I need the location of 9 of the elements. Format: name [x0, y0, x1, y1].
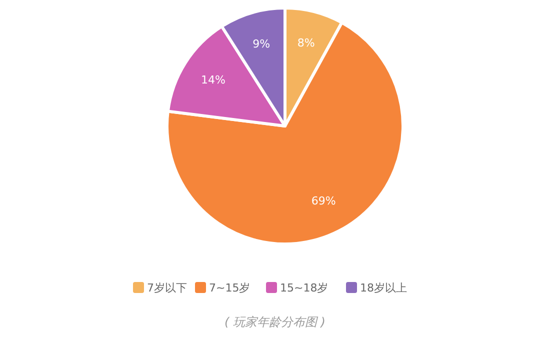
- text: ( 玩家年龄分布图 ): [224, 315, 326, 329]
- data-label: 9%: [252, 37, 270, 50]
- data-label: 69%: [311, 194, 336, 208]
- legend-label: 7岁以下: [147, 282, 187, 294]
- legend-label: 18岁以上: [360, 282, 407, 294]
- data-label: 8%: [297, 36, 315, 50]
- legend-label: 7~15岁: [209, 282, 250, 294]
- legend-label: 15~18岁: [280, 282, 328, 294]
- data-label: 14%: [201, 73, 226, 86]
